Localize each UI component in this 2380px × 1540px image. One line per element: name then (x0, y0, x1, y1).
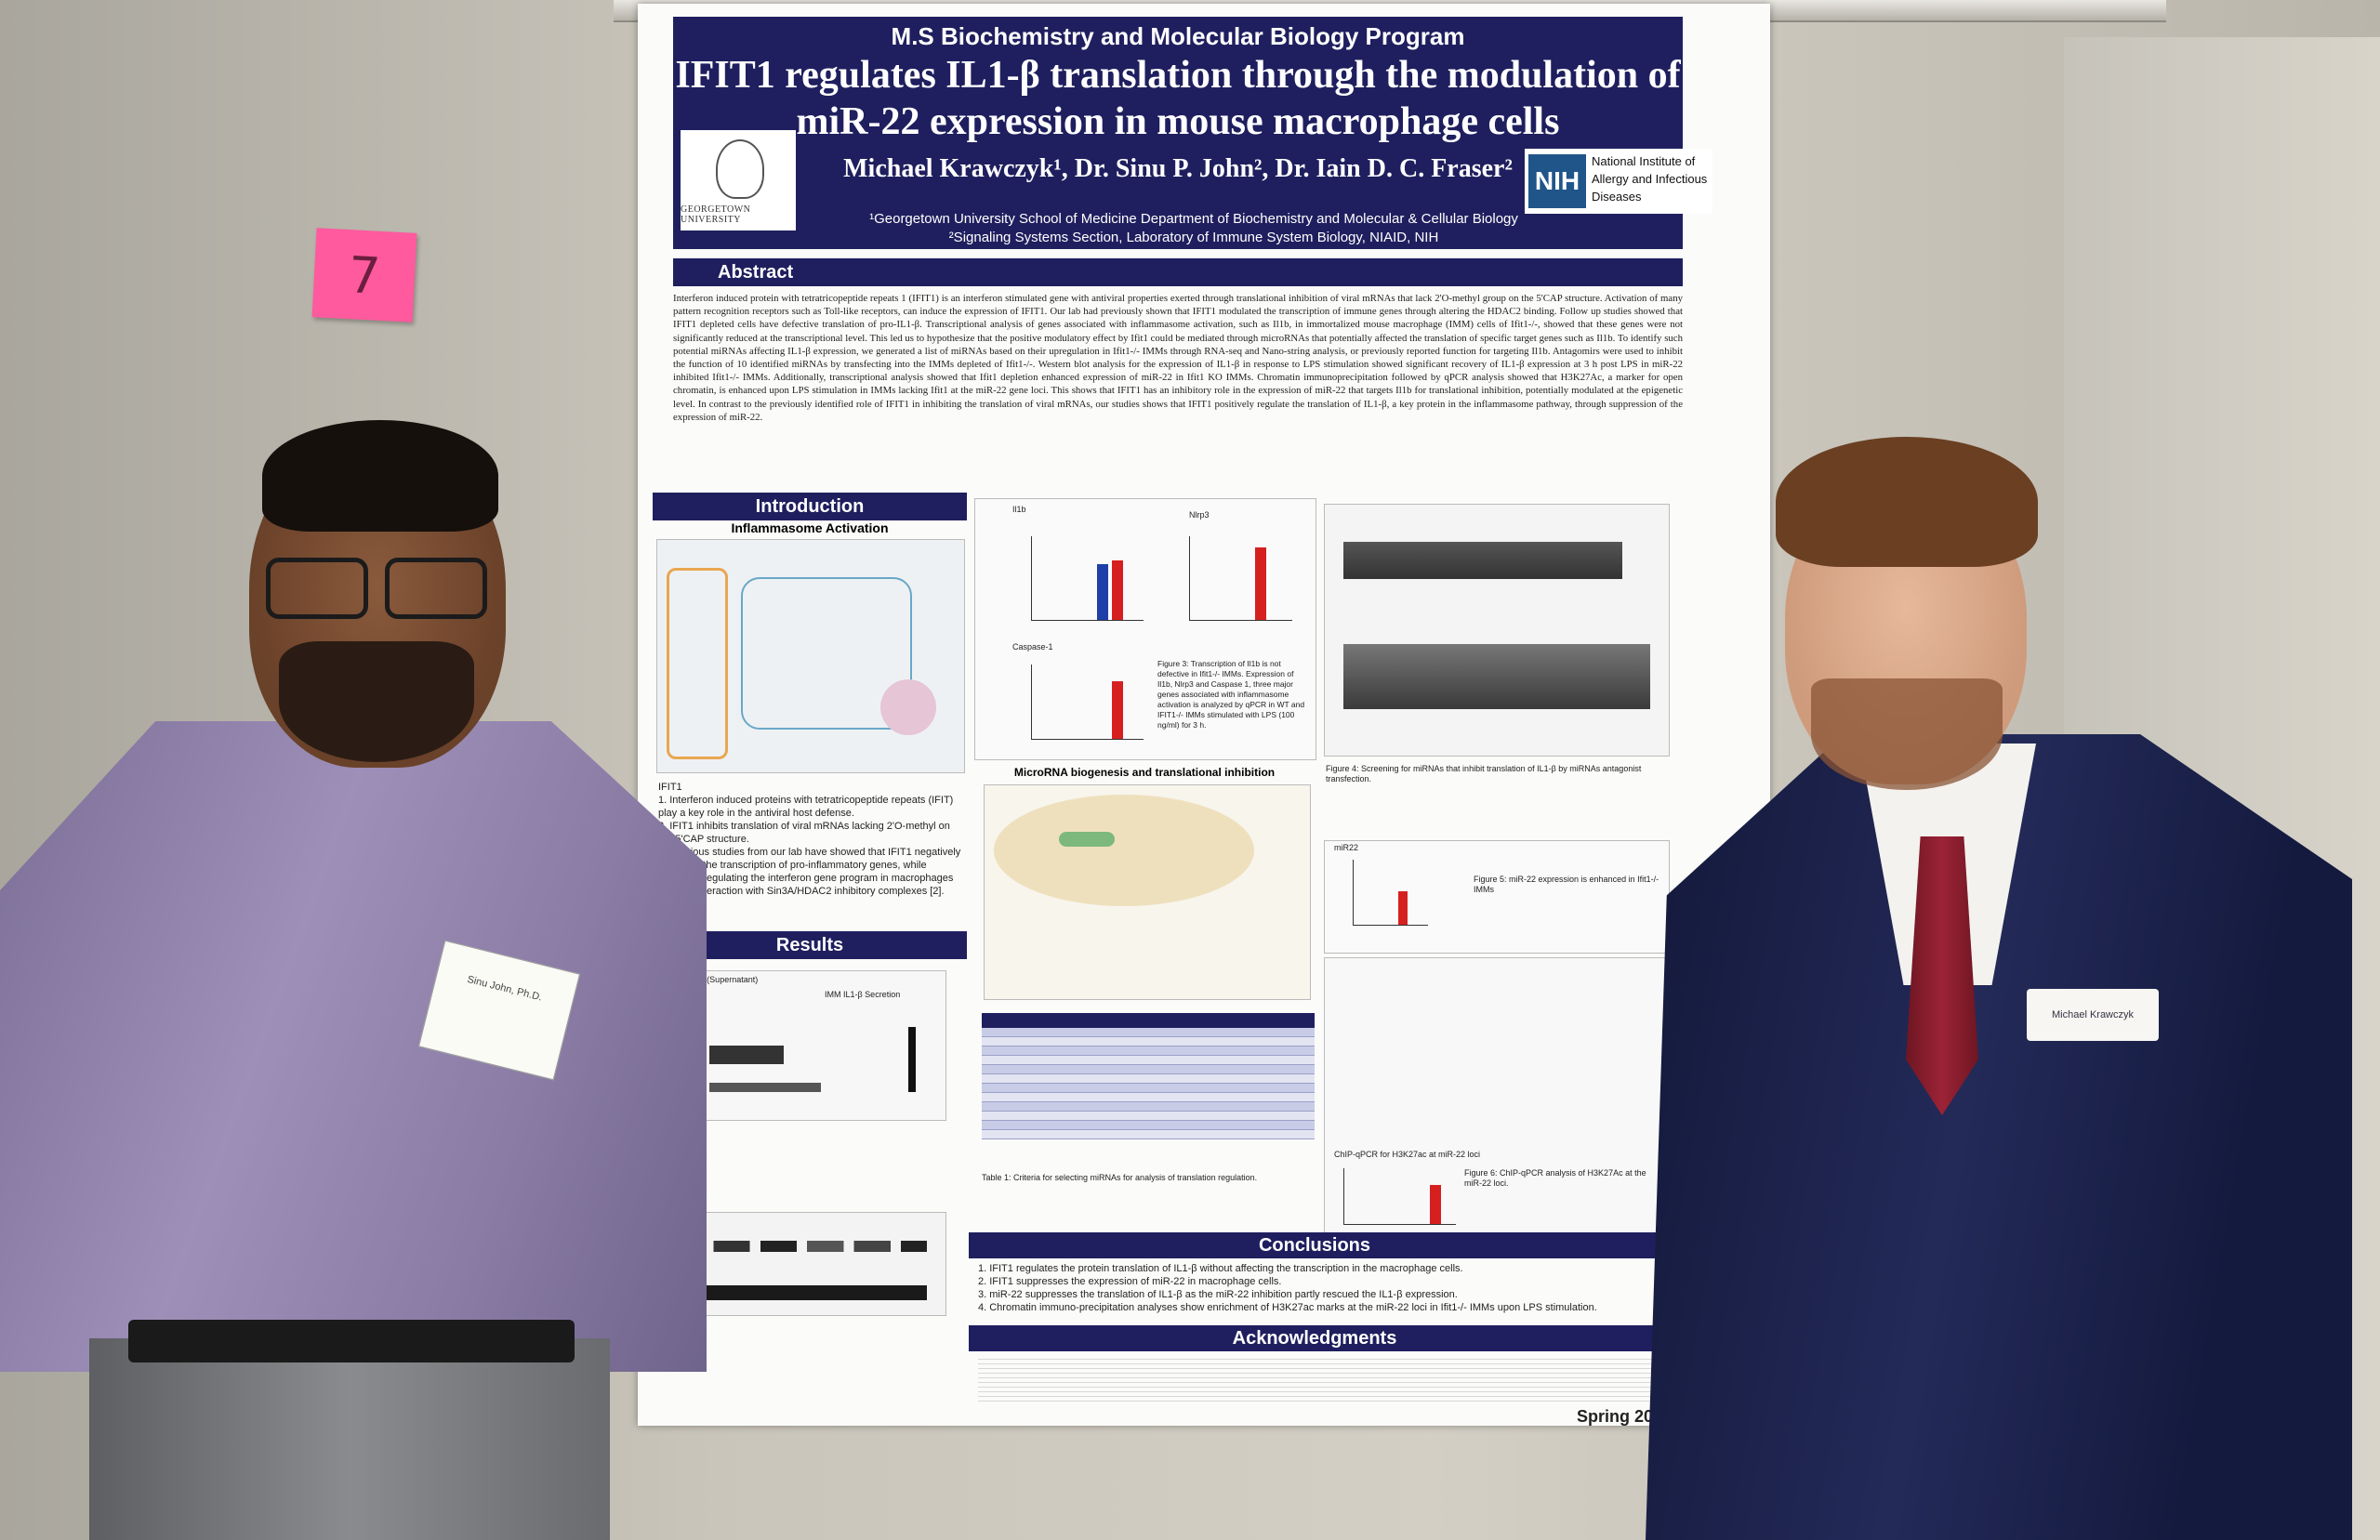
microrna-heading: MicroRNA biogenesis and translational in… (1013, 766, 1276, 779)
beard-right (1811, 678, 2003, 790)
antagomir-western-blots (1324, 504, 1670, 757)
fig3-caption: Figure 3: Transcription of Il1b is not d… (1157, 659, 1305, 730)
grey-pants (89, 1338, 610, 1540)
mir22-chart: miR22 Figure 5: miR-22 expression is enh… (1324, 840, 1670, 954)
abstract-heading: Abstract (673, 258, 1683, 286)
introduction-heading: Introduction (653, 493, 967, 520)
inflammasome-diagram (656, 539, 965, 773)
seal-icon (716, 139, 764, 199)
acknowledgments-heading: Acknowledgments (969, 1325, 1660, 1351)
sticky-note: 7 (311, 228, 417, 322)
inflammasome-heading: Inflammasome Activation (731, 520, 889, 535)
beard-left (279, 641, 474, 762)
program-name: M.S Biochemistry and Molecular Biology P… (891, 22, 1465, 50)
hair-right (1776, 437, 2038, 567)
affiliations: ¹Georgetown University School of Medicin… (869, 211, 1518, 245)
conclusions-heading: Conclusions (969, 1232, 1660, 1258)
qpcr-bar-charts: Il1b Nlrp3 Caspase-1 Figure 3: Transcrip… (974, 498, 1316, 760)
red-tie (1906, 836, 1978, 1115)
mirna-table (982, 1013, 1315, 1169)
chip-qpcr-figure: ChIP-qPCR for H3K27ac at miR-22 loci Fig… (1324, 957, 1670, 1234)
glasses-icon (266, 558, 495, 619)
research-poster: M.S Biochemistry and Molecular Biology P… (638, 4, 1770, 1426)
georgetown-logo: GEORGETOWN UNIVERSITY (681, 130, 796, 230)
belt (128, 1320, 575, 1362)
fig4-caption: Figure 4: Screening for miRNAs that inhi… (1326, 764, 1642, 783)
acknowledgments-text (978, 1355, 1657, 1402)
purple-shirt (0, 721, 707, 1372)
poster-authors: Michael Krawczyk¹, Dr. Sinu P. John², Dr… (843, 154, 1513, 183)
footer-date: Spring 2023 (1577, 1407, 1673, 1426)
microrna-diagram (984, 784, 1311, 1000)
nih-logo: NIH National Institute of Allergy and In… (1525, 149, 1712, 214)
poster-banner: M.S Biochemistry and Molecular Biology P… (673, 17, 1712, 249)
abstract-text: Interferon induced protein with tetratri… (673, 293, 1683, 423)
table1-caption: Table 1: Criteria for selecting miRNAs f… (982, 1173, 1258, 1182)
hair-left (262, 420, 498, 532)
name-badge-right: Michael Krawczyk (2027, 989, 2159, 1041)
poster-title: IFIT1 regulates IL1-β translation throug… (675, 54, 1681, 143)
conclusions-list: 1. IFIT1 regulates the protein translati… (978, 1263, 1597, 1313)
